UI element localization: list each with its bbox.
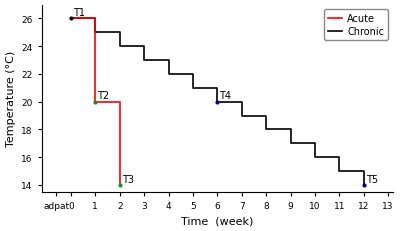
Text: T4: T4 [219, 91, 231, 101]
X-axis label: Time  (week): Time (week) [181, 216, 254, 225]
Y-axis label: Temperature (°C): Temperature (°C) [6, 51, 16, 147]
Text: T5: T5 [366, 174, 378, 184]
Text: T1: T1 [73, 8, 85, 18]
Legend: Acute, Chronic: Acute, Chronic [324, 10, 388, 41]
Text: T3: T3 [122, 174, 134, 184]
Text: T2: T2 [97, 91, 109, 101]
